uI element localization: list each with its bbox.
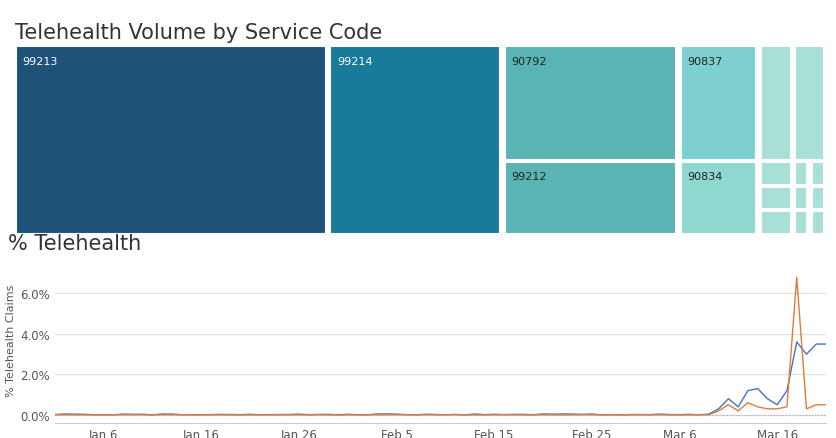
FancyBboxPatch shape xyxy=(761,162,791,186)
Text: % Telehealth: % Telehealth xyxy=(8,233,141,253)
FancyBboxPatch shape xyxy=(812,162,823,186)
Text: 90834: 90834 xyxy=(688,172,723,181)
FancyBboxPatch shape xyxy=(795,162,808,186)
Text: 90837: 90837 xyxy=(688,57,723,67)
Text: 99213: 99213 xyxy=(23,57,58,67)
FancyBboxPatch shape xyxy=(795,187,808,210)
FancyBboxPatch shape xyxy=(795,47,823,161)
FancyBboxPatch shape xyxy=(761,47,791,161)
FancyBboxPatch shape xyxy=(761,187,791,210)
Text: Telehealth Volume by Service Code: Telehealth Volume by Service Code xyxy=(15,23,382,42)
FancyBboxPatch shape xyxy=(812,187,823,210)
Text: 90792: 90792 xyxy=(511,57,547,67)
Text: 99214: 99214 xyxy=(337,57,373,67)
FancyBboxPatch shape xyxy=(681,162,756,234)
FancyBboxPatch shape xyxy=(761,211,791,234)
FancyBboxPatch shape xyxy=(795,211,808,234)
Text: 99212: 99212 xyxy=(511,172,547,181)
FancyBboxPatch shape xyxy=(812,211,823,234)
FancyBboxPatch shape xyxy=(505,162,676,234)
Y-axis label: % Telehealth Claims: % Telehealth Claims xyxy=(6,284,16,396)
FancyBboxPatch shape xyxy=(330,47,500,234)
FancyBboxPatch shape xyxy=(16,47,326,234)
FancyBboxPatch shape xyxy=(505,47,676,161)
FancyBboxPatch shape xyxy=(681,47,756,161)
